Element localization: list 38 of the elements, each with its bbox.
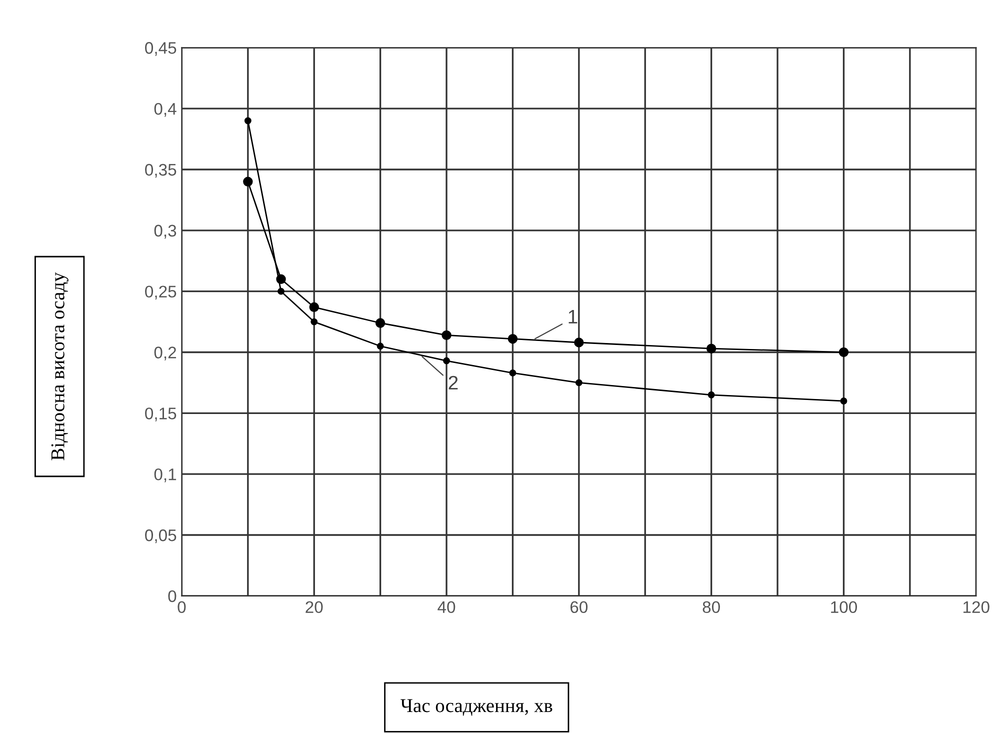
x-tick-label: 100 — [831, 601, 857, 614]
x-tick-label: 80 — [702, 601, 720, 614]
x-tick-label: 20 — [306, 601, 323, 614]
point — [708, 391, 715, 398]
y-tick-label: 0,1 — [154, 468, 176, 482]
point — [309, 302, 319, 312]
point — [244, 117, 252, 124]
point — [575, 379, 582, 386]
point — [375, 318, 386, 328]
y-tick-label: 0,4 — [154, 102, 176, 117]
point — [278, 288, 284, 295]
point — [442, 330, 452, 340]
annotation: 2 — [448, 376, 458, 390]
x-tick-label: 60 — [570, 601, 588, 614]
y-tick-label: 0 — [168, 590, 176, 602]
x-tick-label: 0 — [178, 601, 186, 614]
point — [706, 344, 716, 354]
y-tick-label: 0,45 — [145, 42, 176, 56]
point — [508, 334, 518, 344]
point — [376, 342, 384, 350]
point — [574, 338, 584, 348]
y-tick-label: 0,15 — [145, 408, 176, 422]
point — [243, 176, 253, 187]
point — [838, 347, 849, 358]
point — [509, 369, 516, 376]
annotation: 1 — [568, 310, 578, 324]
y-tick-label: 0,05 — [145, 529, 176, 544]
point — [840, 398, 848, 404]
y-tick-label: 0,35 — [145, 164, 176, 178]
x-tick-label: 40 — [438, 601, 456, 614]
y-tick-label: 0,25 — [145, 286, 176, 300]
x-axis-title: Час осадження, хв — [400, 699, 552, 716]
y-tick-label: 0,2 — [154, 346, 176, 360]
y-axis-title: Відносна висота осаду — [51, 272, 68, 460]
point — [443, 357, 450, 364]
x-tick-label: 120 — [963, 601, 990, 614]
y-tick-label: 0,3 — [154, 224, 176, 239]
point — [310, 318, 318, 326]
